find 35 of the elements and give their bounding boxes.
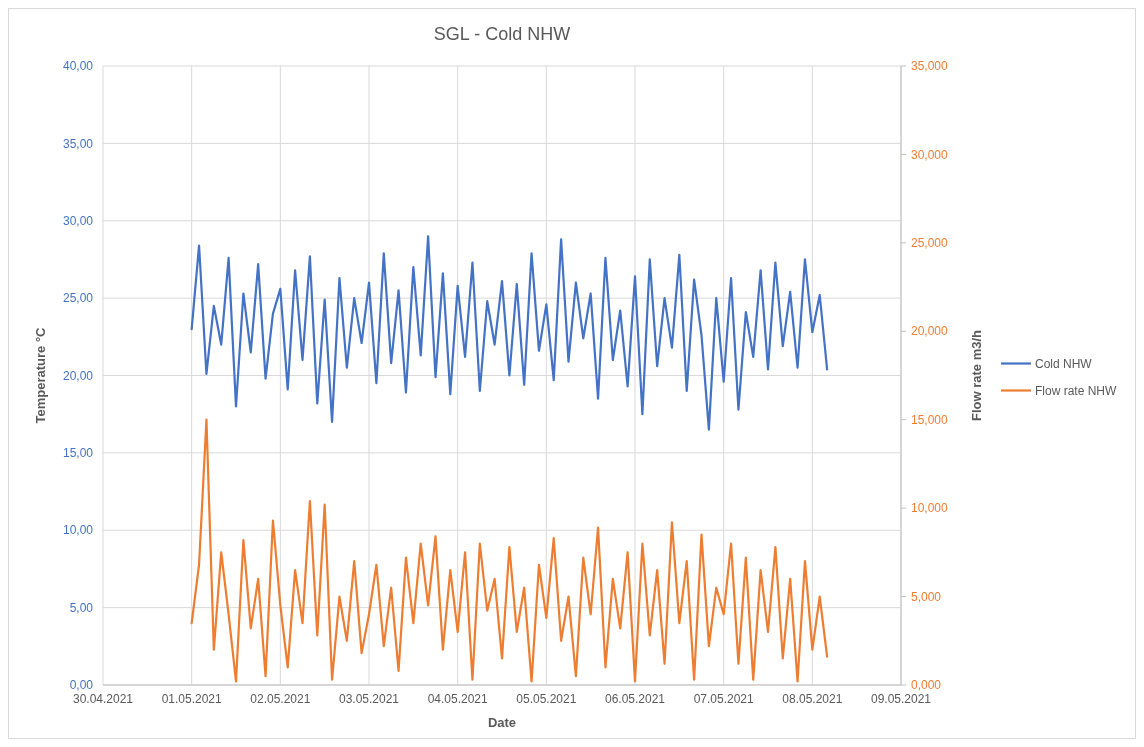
y-tick-label: 40,00 bbox=[62, 59, 94, 74]
line-series bbox=[190, 235, 829, 431]
x-tick-label: 04.05.2021 bbox=[427, 692, 489, 706]
y-tick-label: 20,00 bbox=[62, 368, 94, 383]
y2-tick-label: 10,000 bbox=[911, 501, 949, 516]
x-tick-label: 02.05.2021 bbox=[250, 692, 311, 706]
x-tick-label: 01.05.2021 bbox=[161, 692, 223, 706]
y-tick-label: 35,00 bbox=[62, 136, 94, 151]
x-tick-label: 08.05.2021 bbox=[782, 692, 843, 706]
legend-label: Flow rate NHW bbox=[1035, 383, 1118, 398]
y2-tick-label: 35,000 bbox=[911, 59, 949, 74]
chart-title: SGL - Cold NHW bbox=[433, 24, 571, 44]
y-tick-label: 5,00 bbox=[69, 600, 94, 615]
x-tick-label: 07.05.2021 bbox=[693, 692, 755, 706]
y2-tick-label: 30,000 bbox=[911, 147, 949, 162]
line-series bbox=[190, 418, 829, 683]
y2-axis-title: Flow rate m3/h bbox=[969, 329, 984, 422]
x-tick-label: 06.05.2021 bbox=[604, 692, 666, 706]
y2-tick-label: 5,000 bbox=[911, 589, 942, 604]
x-tick-label: 05.05.2021 bbox=[516, 692, 577, 706]
x-tick-label: 03.05.2021 bbox=[338, 692, 400, 706]
y-tick-label: 10,00 bbox=[62, 523, 94, 538]
x-tick-label: 30.04.2021 bbox=[72, 692, 134, 706]
y-axis-title: Temperature °C bbox=[33, 326, 48, 424]
y2-tick-label: 20,000 bbox=[911, 324, 949, 339]
y-tick-label: 25,00 bbox=[62, 291, 94, 306]
y-tick-label: 15,00 bbox=[62, 446, 94, 461]
legend-label: Cold NHW bbox=[1035, 356, 1093, 371]
y-tick-label: 0,00 bbox=[69, 678, 94, 693]
y2-tick-label: 0,000 bbox=[911, 678, 942, 693]
y2-tick-label: 15,000 bbox=[911, 412, 949, 427]
x-axis-title: Date bbox=[487, 715, 517, 730]
x-tick-label: 09.05.2021 bbox=[870, 692, 932, 706]
y-tick-label: 30,00 bbox=[62, 213, 94, 228]
y2-tick-label: 25,000 bbox=[911, 236, 949, 251]
